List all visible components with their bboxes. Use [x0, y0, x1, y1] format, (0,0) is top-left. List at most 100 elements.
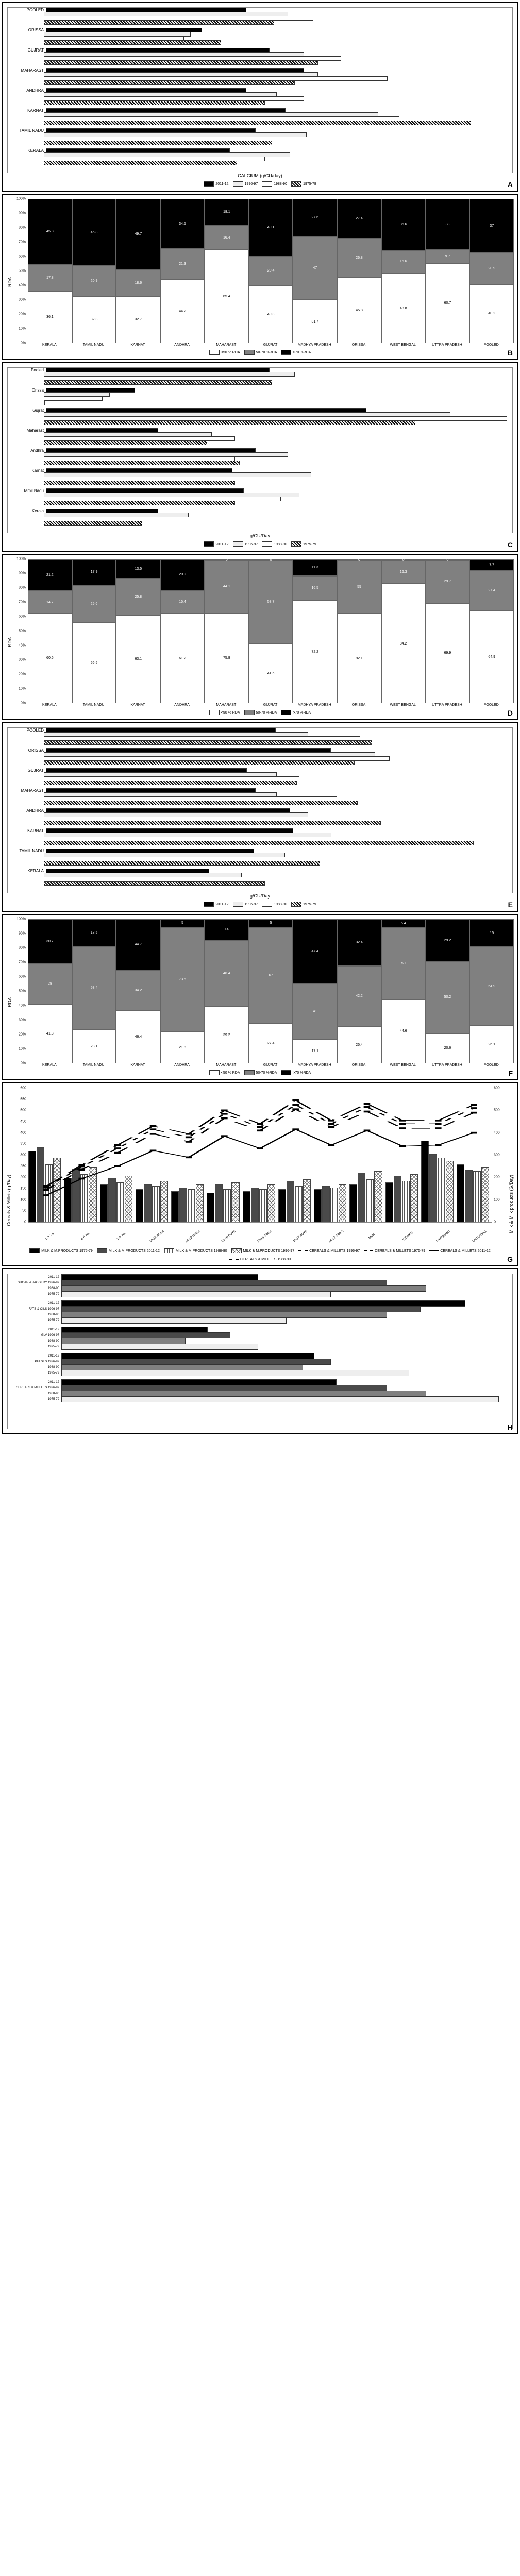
marker	[186, 1137, 192, 1139]
panel-b-label: B	[508, 349, 513, 357]
bar	[61, 1370, 409, 1376]
hbar-row	[44, 817, 507, 821]
x-label: GUJRAT	[249, 703, 292, 707]
stack-seg: 40.2	[469, 284, 514, 343]
stack-seg: 38	[426, 199, 470, 249]
swatch	[244, 1070, 255, 1075]
bar	[44, 121, 471, 125]
hbar-row	[44, 497, 507, 501]
panel-h-label: H	[508, 1423, 513, 1431]
hbar-row	[44, 57, 507, 60]
stack-seg: 50.2	[426, 961, 470, 1033]
hbar-row	[44, 421, 507, 425]
category-label: Maharast	[8, 428, 46, 433]
y-tick: 0%	[21, 702, 26, 705]
stack-seg: 9.7	[426, 249, 470, 263]
swatch	[244, 350, 255, 355]
swatch	[209, 1070, 220, 1075]
y-tick: 30%	[19, 1019, 26, 1022]
x-label: TAMIL NADU	[72, 343, 115, 347]
hbar-row	[44, 73, 507, 76]
line-series	[46, 1109, 474, 1190]
stack-seg: 0	[249, 559, 293, 560]
stack-seg: 25.4	[337, 1026, 381, 1063]
stack-seg: 26.8	[337, 239, 381, 277]
hbar-row	[44, 81, 507, 84]
hbar-row	[44, 861, 507, 865]
combo-lines-g	[28, 1088, 492, 1222]
y-tick: 50%	[19, 990, 26, 993]
stack-col: 31.74727.6	[293, 199, 336, 343]
legend-label: 1975-79	[303, 182, 316, 186]
stack-seg: 29.7	[426, 560, 470, 603]
y-tick: 0	[24, 1221, 26, 1224]
marker	[364, 1111, 371, 1113]
stack-col: 65.416.418.1	[205, 199, 248, 343]
stack-seg: 72.2	[293, 600, 337, 703]
bar	[44, 100, 265, 105]
hbar-row	[44, 733, 507, 736]
stack-seg: 45.8	[28, 199, 72, 265]
hbar-group: Orissa	[44, 388, 507, 404]
hbar-row	[44, 873, 507, 877]
panel-b: RDA 0%10%20%30%40%50%60%70%80%90%100% 36…	[2, 194, 518, 360]
category-label: Kerala	[8, 509, 46, 513]
marker	[435, 1127, 442, 1129]
hbar-row: 1988-90	[59, 1391, 507, 1396]
category-label: KARNAT	[8, 108, 46, 113]
marker	[471, 1104, 477, 1106]
x-label: MAHARAST	[205, 1063, 248, 1067]
x-label: MAHARAST	[205, 703, 248, 707]
panel-c: PooledOrissaGujratMaharastAndhraKarnatTa…	[2, 362, 518, 552]
panel-a-chart: POOLEDORISSAGUJRATMAHARASTANDHRAKARNATTA…	[7, 7, 513, 187]
stack-seg: 48.8	[381, 273, 426, 343]
stack-col: 45.826.827.4	[337, 199, 380, 343]
marker	[150, 1128, 157, 1130]
hbar-row: CEREALS & MILLETS 1996-97	[59, 1385, 507, 1391]
y-tick: 150	[20, 1187, 26, 1191]
stack-col: 40.220.937	[469, 199, 513, 343]
stack-col: 39.246.414	[205, 919, 248, 1063]
y-tick: 100%	[16, 197, 26, 201]
stack-seg: 42.2	[337, 966, 381, 1027]
stack-seg: 13.5	[116, 559, 160, 579]
y-tick: 500	[494, 1109, 500, 1112]
hbar-group: MAHARAST	[44, 69, 507, 84]
y-tick: 90%	[19, 572, 26, 575]
bar	[44, 481, 235, 485]
stack-col: 41.32830.7	[28, 919, 71, 1063]
bars-a: POOLEDORISSAGUJRATMAHARASTANDHRAKARNATTA…	[44, 8, 507, 165]
hbar-row: ORISSA	[44, 28, 507, 32]
stack-seg: 84.2	[381, 584, 426, 703]
x-axis-c: g/CU/Day	[7, 533, 513, 538]
marker	[364, 1130, 371, 1132]
y-tick: 60%	[19, 615, 26, 619]
hbar-row	[44, 777, 507, 781]
stack-seg: 47	[293, 236, 337, 300]
row-label: 2011-12	[8, 1276, 61, 1279]
panel-e-label: E	[508, 901, 513, 909]
swatch	[281, 710, 291, 715]
y-tick: 60%	[19, 255, 26, 259]
marker	[435, 1123, 442, 1125]
category-label: MAHARAST	[8, 788, 46, 793]
stack-seg: 16.5	[293, 576, 337, 600]
marker	[221, 1135, 228, 1137]
row-label: 1975-79	[8, 1319, 61, 1322]
legend-label: 50-70 %RDA	[256, 351, 277, 354]
category-label: KERALA	[8, 869, 46, 873]
stack-seg: 35.6	[381, 199, 426, 250]
hbar-row	[44, 372, 507, 376]
stack-col: 64.927.47.7	[469, 559, 513, 703]
stack-seg: 92.1	[337, 614, 381, 703]
hbar-group: POOLED	[44, 8, 507, 24]
stack-col: 46.434.244.7	[116, 919, 159, 1063]
x-label: POOLED	[469, 1063, 513, 1067]
marker	[186, 1141, 192, 1143]
hbar-row: 1988-90	[59, 1338, 507, 1344]
legend-label: >70 %RDA	[293, 351, 311, 354]
category-label: Andhra	[8, 448, 46, 453]
hbar-group: 2011-12FATS & OILS 1996-971988-901975-79	[59, 1301, 507, 1323]
category-label: Pooled	[8, 368, 46, 372]
marker	[435, 1120, 442, 1122]
